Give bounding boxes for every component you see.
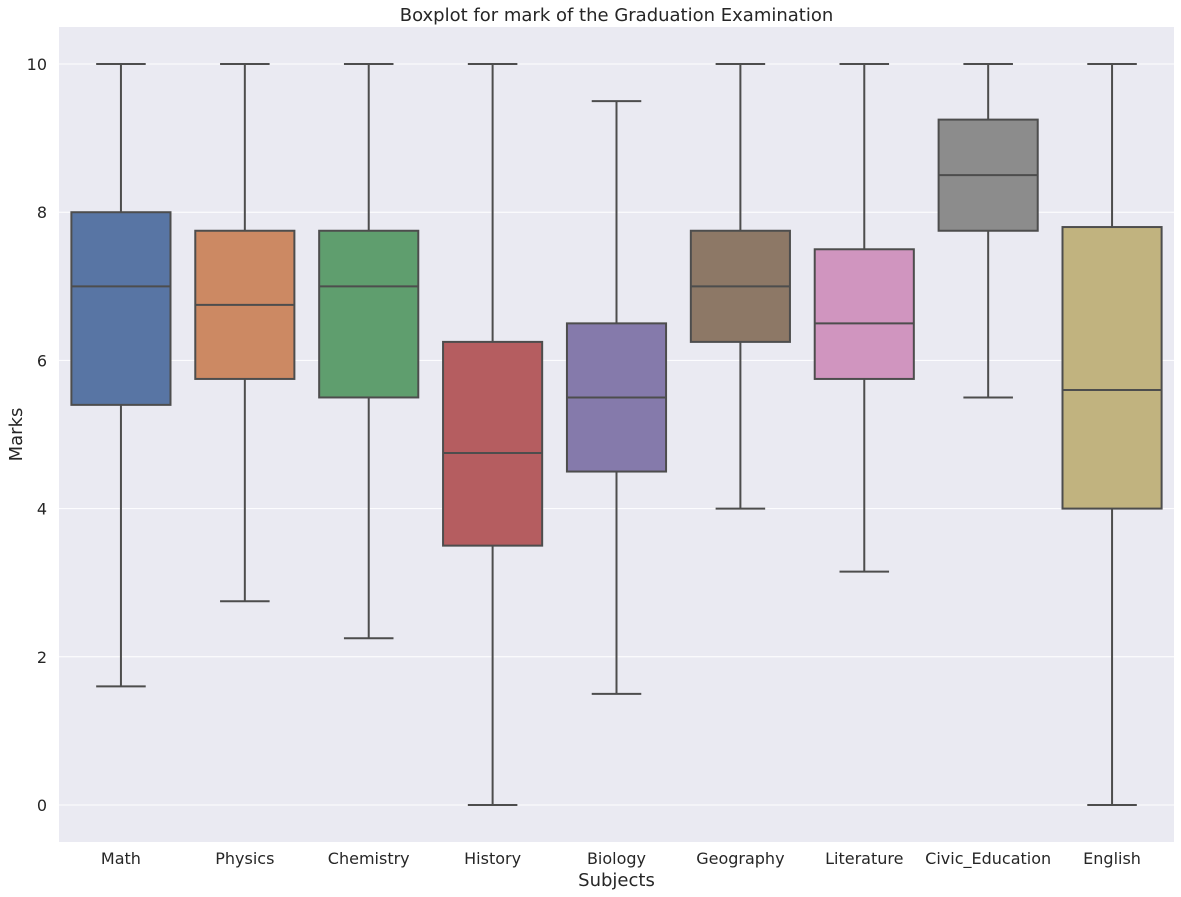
x-tick-label: Math — [101, 849, 141, 868]
box-geography — [689, 63, 791, 510]
x-tick-label: History — [464, 849, 521, 868]
x-tick-labels: Math Physics Chemistry History Biology Geogra… — [101, 849, 1141, 869]
chart-title: Boxplot for mark of the Graduation Exami… — [400, 5, 834, 26]
y-tick-label: 6 — [37, 351, 47, 370]
box-chemistry — [318, 63, 420, 640]
x-tick-label: Physics — [215, 849, 274, 868]
iqr-box — [1061, 226, 1163, 510]
x-tick-label: Geography — [696, 849, 784, 868]
x-tick-label: Chemistry — [328, 849, 410, 868]
box-math — [70, 63, 172, 688]
x-axis-title: Subjects — [578, 870, 655, 891]
box-biology — [565, 100, 668, 695]
x-tick-label: Literature — [825, 849, 903, 868]
y-tick-label: 0 — [37, 796, 47, 815]
iqr-box — [70, 211, 172, 406]
x-tick-label: English — [1083, 849, 1141, 868]
box-literature — [813, 63, 915, 573]
y-tick-labels: 0 2 4 6 8 10 — [27, 55, 47, 815]
iqr-box — [442, 340, 544, 547]
box-civic-education — [937, 63, 1039, 399]
y-axis-title: Marks — [6, 408, 27, 462]
y-tick-label: 4 — [37, 500, 47, 519]
box-english — [1061, 63, 1163, 806]
box-series — [70, 63, 1163, 806]
x-tick-label: Biology — [587, 849, 646, 868]
y-tick-label: 10 — [27, 55, 47, 74]
y-tick-label: 8 — [37, 203, 47, 222]
y-tick-label: 2 — [37, 648, 47, 667]
iqr-box — [813, 248, 915, 380]
iqr-box — [318, 229, 420, 399]
box-history — [442, 63, 544, 806]
x-tick-label: Civic_Education — [925, 849, 1051, 869]
box-physics — [194, 63, 296, 603]
